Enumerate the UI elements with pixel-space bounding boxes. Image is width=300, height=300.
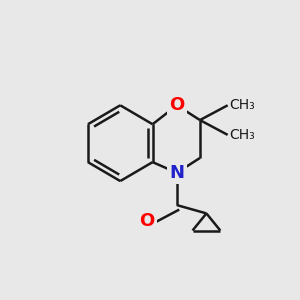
Text: O: O: [169, 96, 184, 114]
Text: CH₃: CH₃: [230, 98, 255, 112]
Text: O: O: [139, 212, 154, 230]
Text: CH₃: CH₃: [230, 128, 255, 142]
Text: N: N: [169, 164, 184, 182]
